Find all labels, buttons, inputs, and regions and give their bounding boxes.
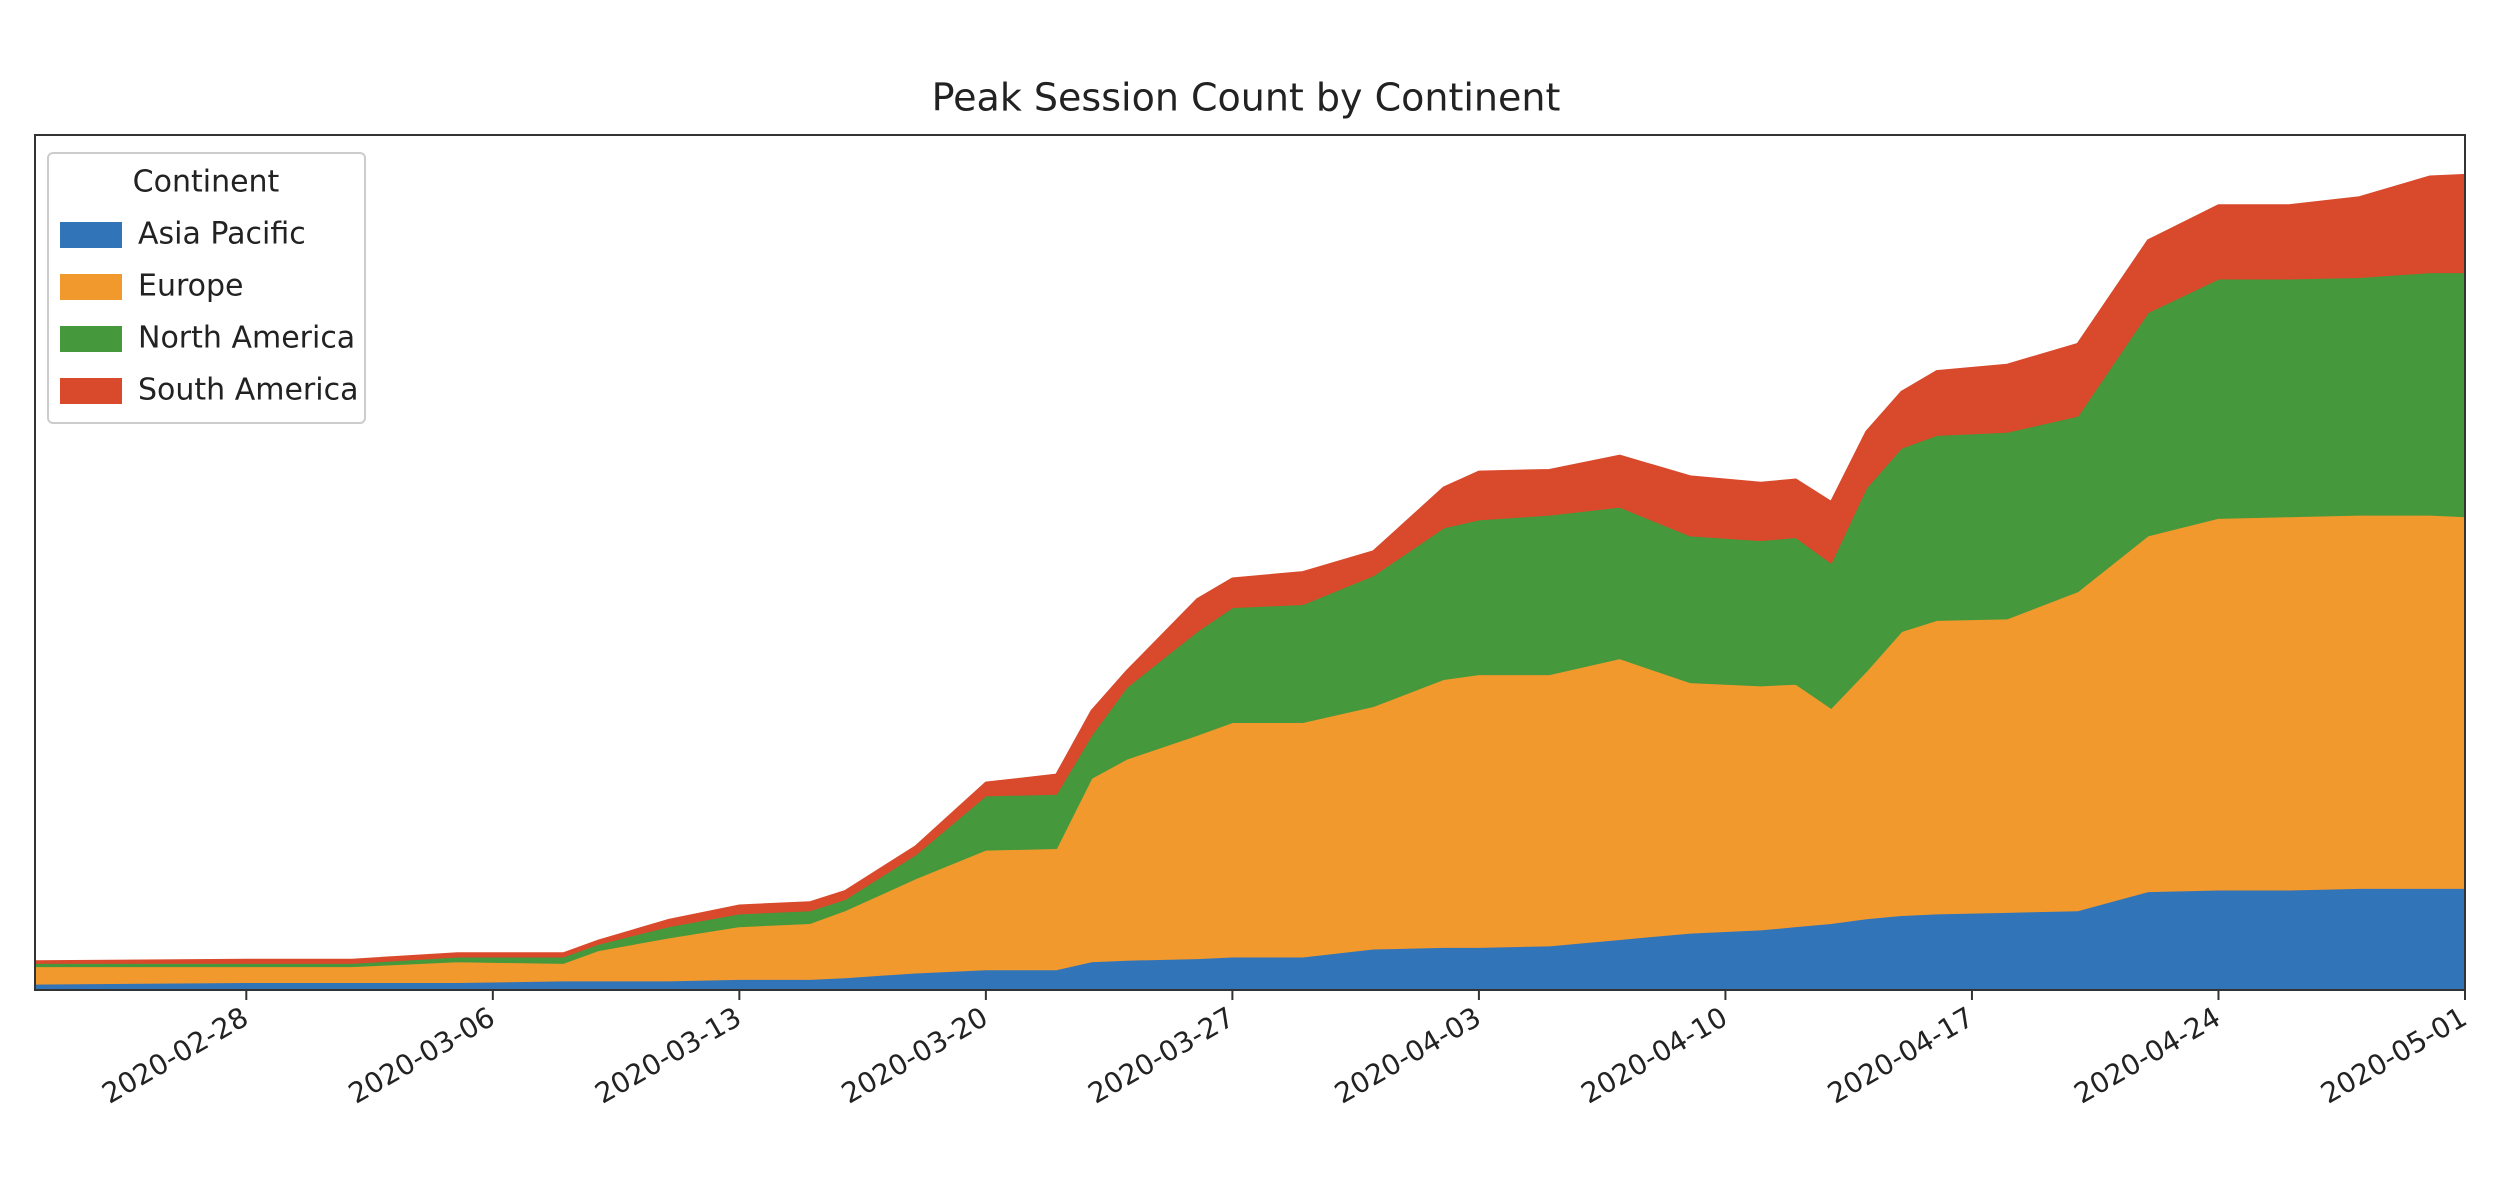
x-tick-label: 2020-02-28 xyxy=(96,1000,253,1110)
x-tick-label: 2020-04-03 xyxy=(1329,1000,1486,1110)
x-tick-label: 2020-04-24 xyxy=(2069,1000,2226,1110)
x-tick-label: 2020-04-17 xyxy=(1822,1000,1979,1110)
legend-swatch xyxy=(60,274,122,300)
legend-label: South America xyxy=(138,373,358,408)
plot-frame xyxy=(34,134,2466,991)
legend: Continent Asia Pacific Europe North America… xyxy=(47,152,366,424)
x-tick-label: 2020-03-06 xyxy=(343,1000,500,1110)
x-tick-label: 2020-03-20 xyxy=(836,1000,993,1110)
chart-title: Peak Session Count by Continent xyxy=(932,76,1561,120)
legend-label: Asia Pacific xyxy=(138,217,306,252)
legend-label: North America xyxy=(138,321,355,356)
x-tick-label: 2020-05-01 xyxy=(2315,1000,2472,1110)
legend-swatch xyxy=(60,378,122,404)
x-tick-label: 2020-04-10 xyxy=(1576,1000,1733,1110)
x-tick-label: 2020-03-27 xyxy=(1082,1000,1239,1110)
legend-label: Europe xyxy=(138,269,244,304)
legend-title: Continent xyxy=(133,165,280,200)
legend-box xyxy=(47,152,366,424)
legend-swatch xyxy=(60,326,122,352)
x-tick-label: 2020-03-13 xyxy=(589,1000,746,1110)
legend-swatch xyxy=(60,222,122,248)
